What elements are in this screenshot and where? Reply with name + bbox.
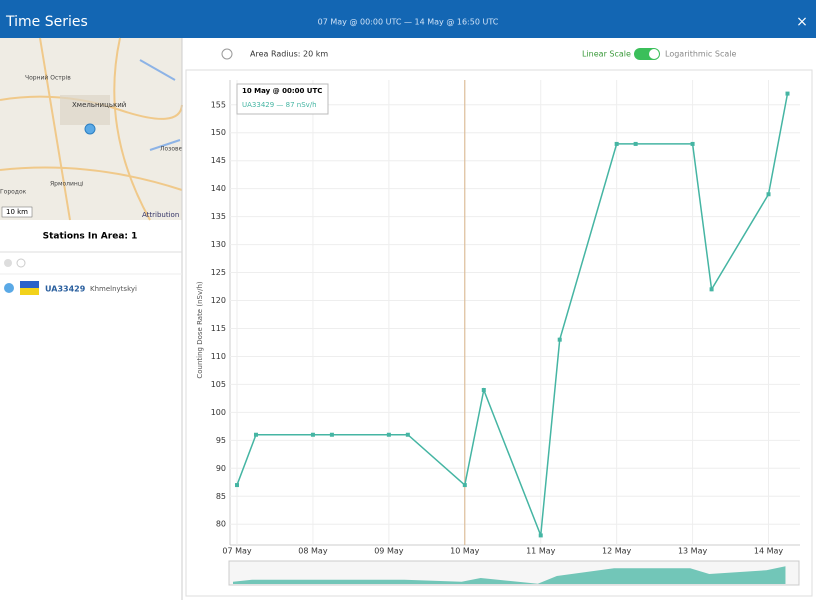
y-tick-label: 105 — [211, 380, 226, 389]
data-line — [236, 93, 789, 536]
data-point — [690, 141, 695, 146]
select-none[interactable] — [16, 258, 26, 268]
chart-frame — [185, 69, 813, 597]
x-tick-label: 08 May — [298, 547, 328, 556]
y-tick-label: 85 — [216, 492, 226, 501]
y-tick-label: 145 — [211, 156, 226, 165]
map[interactable]: Чорний Острів Хмельницький Лозове Ярмоли… — [0, 37, 183, 221]
window-title: Time Series — [5, 14, 88, 30]
x-tick-label: 07 May — [222, 547, 252, 556]
attribution[interactable]: Attribution — [142, 211, 179, 219]
place: Городок — [0, 189, 27, 196]
rivers — [139, 59, 181, 151]
y-tick-label: 135 — [211, 212, 226, 221]
place: Ярмолинці — [50, 181, 84, 188]
x-tick-label: 13 May — [678, 547, 708, 556]
x-tick-label: 09 May — [374, 547, 404, 556]
data-point — [633, 141, 638, 146]
data-point — [405, 432, 410, 437]
locate-button[interactable] — [221, 48, 233, 60]
x-tick-label: 11 May — [526, 547, 556, 556]
data-point — [329, 432, 334, 437]
place: Чорний Острів — [25, 75, 71, 82]
station-marker[interactable] — [84, 123, 96, 135]
log-scale[interactable]: Logarithmic Scale — [665, 50, 736, 59]
stations-heading: Stations In Area: 1 — [43, 232, 138, 242]
data-point — [235, 483, 239, 488]
tooltip-box — [236, 83, 329, 115]
station-id[interactable]: UA33429 — [45, 285, 86, 294]
select-all[interactable] — [4, 259, 12, 267]
data-point — [766, 192, 771, 197]
station-name: Khmelnytskyi — [90, 285, 137, 293]
map-scale: 10 km — [6, 208, 28, 216]
data-point — [386, 432, 391, 437]
y-tick-label: 155 — [211, 100, 226, 109]
toggle-knob — [649, 49, 659, 59]
tooltip-time: 10 May @ 00:00 UTC — [242, 87, 322, 95]
y-tick-label: 110 — [211, 352, 226, 361]
y-tick-label: 120 — [211, 296, 226, 305]
place: Лозове — [160, 146, 183, 153]
station-dot[interactable] — [4, 283, 14, 293]
y-tick-label: 125 — [211, 268, 226, 277]
scale-box — [1, 206, 33, 218]
data-point — [253, 432, 258, 437]
data-point — [310, 432, 315, 437]
close-button[interactable]: × — [796, 14, 808, 30]
data-point — [614, 141, 619, 146]
tooltip-entry: UA33429 — 87 nSv/h — [242, 101, 317, 109]
time-range: 07 May @ 00:00 UTC — 14 May @ 16:50 UTC — [318, 18, 499, 27]
city-area — [60, 95, 110, 125]
data-point — [481, 388, 486, 392]
y-tick-label: 100 — [211, 408, 226, 417]
flag — [20, 281, 39, 288]
y-tick-label: 115 — [211, 324, 226, 333]
header-bar — [0, 0, 816, 38]
navigator-area — [233, 566, 786, 584]
data-point — [785, 91, 790, 96]
x-tick-label: 12 May — [602, 547, 632, 556]
y-tick-label: 90 — [216, 464, 226, 473]
roads — [0, 37, 183, 221]
radius-select[interactable]: Area Radius: 20 km — [250, 50, 328, 59]
y-tick-label: 130 — [211, 240, 226, 249]
linear-scale[interactable]: Linear Scale — [582, 50, 631, 59]
y-tick-label: 80 — [216, 520, 226, 529]
data-point — [462, 483, 467, 488]
place: Хмельницький — [72, 101, 126, 109]
x-tick-label: 10 May — [450, 547, 480, 556]
y-tick-label: 95 — [216, 436, 226, 445]
flag — [20, 288, 39, 295]
x-tick-label: 14 May — [754, 547, 784, 556]
data-point — [538, 533, 543, 538]
y-tick-label: 150 — [211, 128, 226, 137]
y-axis-label: Counting Dose Rate (nSv/h) — [196, 281, 204, 379]
data-point — [709, 287, 714, 292]
y-tick-label: 140 — [211, 184, 226, 193]
tooltip: 10 May @ 00:00 UTC UA33429 — 87 nSv/h — [236, 83, 329, 115]
data-point — [557, 337, 562, 342]
